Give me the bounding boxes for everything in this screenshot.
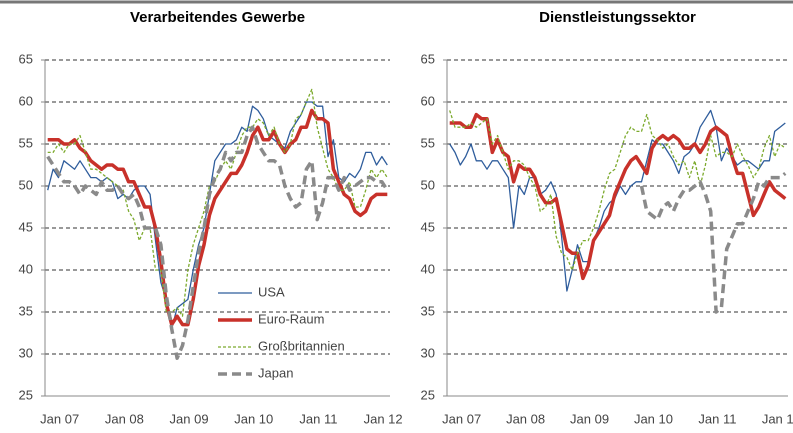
y-tick-label: 45 — [421, 219, 435, 234]
legend-label: Großbritannien — [258, 338, 345, 353]
x-tick-label: Jan 07 — [40, 411, 79, 426]
series-line — [47, 108, 388, 327]
y-tick-label: 40 — [19, 261, 33, 276]
series-line — [639, 172, 787, 314]
chart-title: Verarbeitendes Gewerbe — [130, 9, 305, 26]
x-tick-label: Jan 12 — [364, 411, 403, 426]
y-tick-label: 40 — [421, 261, 435, 276]
y-tick-label: 25 — [421, 387, 435, 402]
x-tick-label: Jan 10 — [634, 411, 673, 426]
x-tick-label: Jan 08 — [506, 411, 545, 426]
x-tick-label: Jan 11 — [299, 411, 337, 426]
legend-label: Japan — [258, 365, 293, 380]
y-tick-label: 50 — [421, 177, 435, 192]
series-line — [449, 112, 787, 281]
y-tick-label: 65 — [421, 51, 435, 66]
x-tick-label: Jan 07 — [442, 411, 481, 426]
y-tick-label: 55 — [19, 135, 33, 150]
y-tick-label: 65 — [19, 51, 33, 66]
y-tick-label: 45 — [19, 219, 33, 234]
series-line — [46, 125, 389, 360]
y-tick-label: 60 — [19, 93, 33, 108]
legend-label: USA — [258, 284, 285, 299]
y-tick-label: 35 — [19, 303, 33, 318]
legend-label: Euro-Raum — [258, 311, 324, 326]
x-tick-label: Jan 11 — [698, 411, 736, 426]
y-tick-label: 60 — [421, 93, 435, 108]
y-tick-label: 35 — [421, 303, 435, 318]
series-line — [47, 88, 388, 317]
x-tick-label: Jan 10 — [234, 411, 273, 426]
x-tick-label: Jan 09 — [170, 411, 209, 426]
y-tick-label: 50 — [19, 177, 33, 192]
x-tick-label: Jan 09 — [570, 411, 609, 426]
series-line — [449, 109, 786, 292]
y-tick-label: 25 — [19, 387, 33, 402]
y-tick-label: 30 — [421, 345, 435, 360]
x-tick-label: Jan 08 — [105, 411, 144, 426]
series-line — [47, 101, 388, 330]
y-tick-label: 55 — [421, 135, 435, 150]
x-tick-label: Jan 12 — [762, 411, 793, 426]
chart-title: Dienstleistungssektor — [539, 9, 696, 26]
series-line — [449, 110, 786, 271]
y-tick-label: 30 — [19, 345, 33, 360]
